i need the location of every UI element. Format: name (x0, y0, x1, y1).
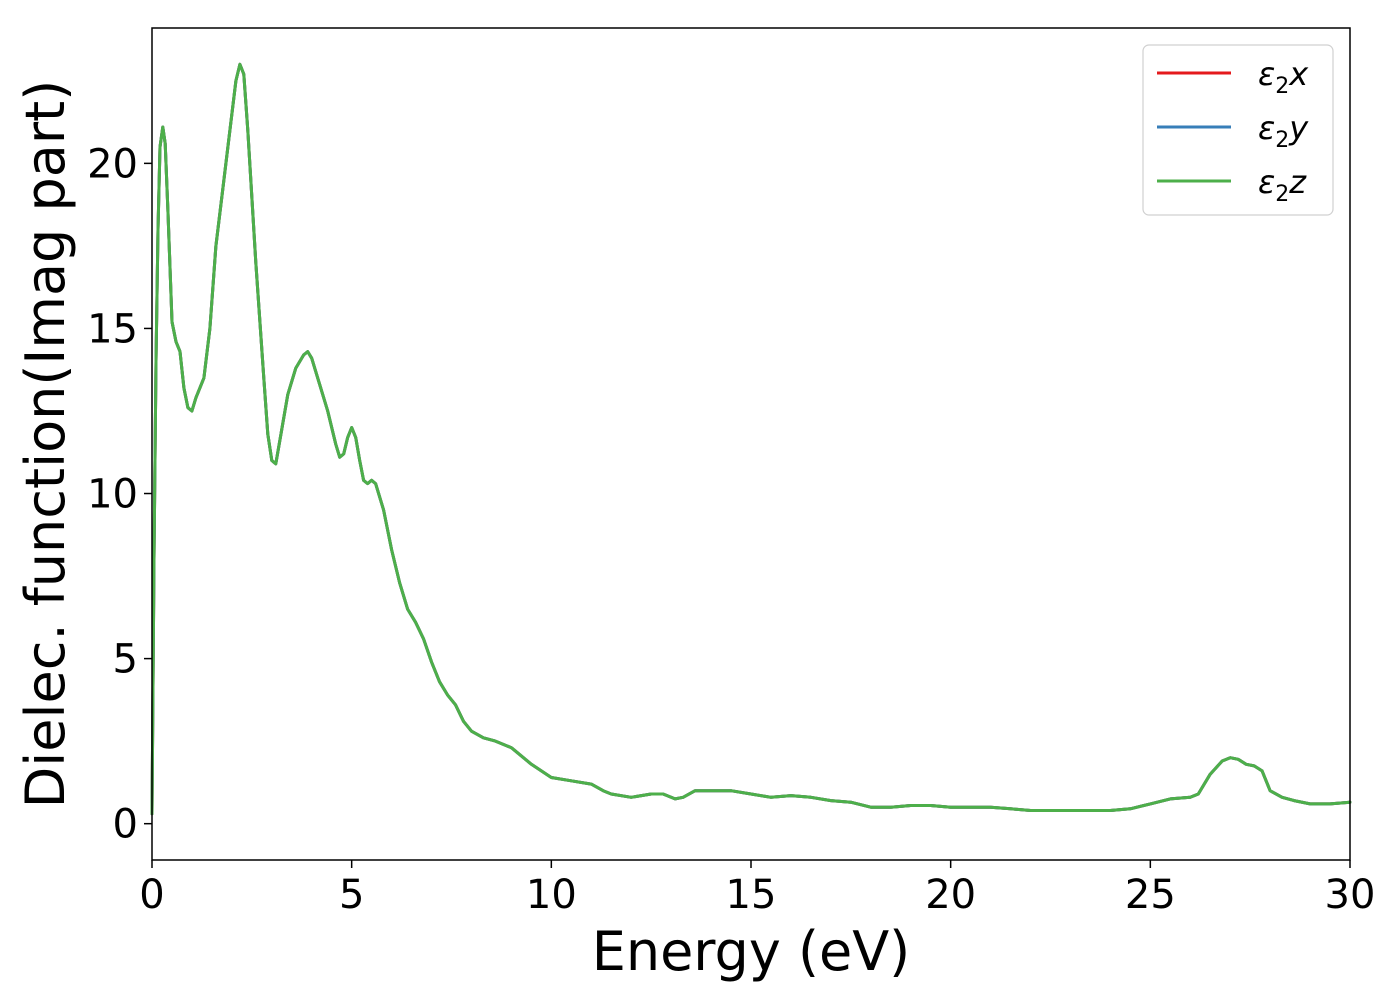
y-tick-label: 0 (113, 802, 138, 848)
legend-entry-y: ε2y (1157, 109, 1309, 153)
x-tick-label: 5 (339, 872, 364, 918)
y-tick-label: 15 (87, 306, 138, 352)
x-axis-label: Energy (eV) (592, 920, 911, 983)
legend-label-z: ε2z (1258, 163, 1307, 207)
y-axis-ticks: 0 5 10 15 20 (87, 141, 152, 848)
legend-box (1142, 44, 1334, 216)
y-tick-label: 10 (87, 472, 138, 518)
x-tick-label: 0 (139, 872, 164, 918)
x-tick-label: 30 (1325, 872, 1376, 918)
x-tick-label: 15 (726, 872, 777, 918)
series-line-z (150, 62, 1352, 816)
y-axis-label: Dielec. function(Imag part) (14, 80, 77, 809)
legend: ε2x ε2y ε2z (1142, 44, 1334, 216)
series-layer (150, 62, 1352, 816)
legend-label-x: ε2x (1258, 55, 1309, 99)
legend-entry-x: ε2x (1157, 55, 1309, 99)
y-tick-label: 20 (87, 141, 138, 187)
x-tick-label: 20 (925, 872, 976, 918)
x-tick-label: 25 (1125, 872, 1176, 918)
legend-label-y: ε2y (1258, 109, 1309, 153)
x-axis-ticks: 0 5 10 15 20 25 30 (139, 860, 1375, 918)
x-tick-label: 10 (526, 872, 577, 918)
legend-entry-z: ε2z (1157, 163, 1307, 207)
y-tick-label: 5 (113, 637, 138, 683)
